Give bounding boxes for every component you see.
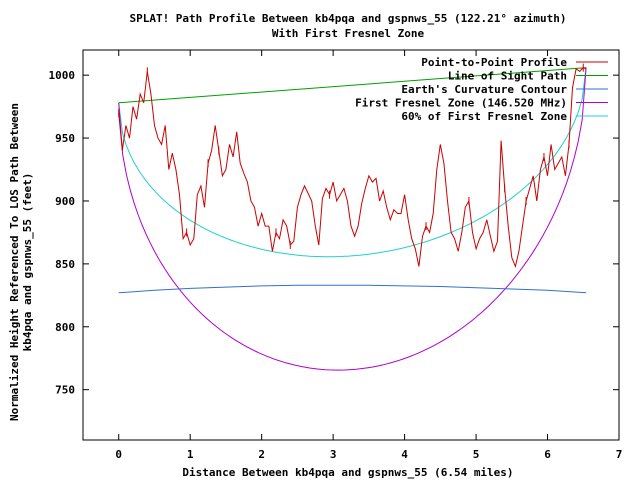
x-tick-label: 2 — [258, 448, 265, 461]
y-tick-label: 1000 — [49, 69, 76, 82]
x-axis-label: Distance Between kb4pqa and gspnws_55 (6… — [182, 466, 513, 479]
x-tick-label: 0 — [115, 448, 122, 461]
legend-label: 60% of First Fresnel Zone — [401, 110, 567, 123]
x-tick-label: 5 — [473, 448, 480, 461]
y-tick-label: 850 — [55, 258, 75, 271]
x-tick-label: 3 — [330, 448, 337, 461]
chart-title: SPLAT! Path Profile Between kb4pqa and g… — [129, 12, 566, 25]
legend-label: Line of Sight Path — [448, 70, 567, 83]
series-earth-s-curvature-contour-line — [118, 284, 587, 294]
legend-label: First Fresnel Zone (146.520 MHz) — [355, 97, 567, 110]
y-axis-label-line1: Normalized Height Referenced To LOS Path… — [8, 103, 21, 421]
series-60-of-first-fresnel-zone-line — [118, 67, 587, 258]
x-tick-label: 4 — [401, 448, 408, 461]
axis-ticks: 0 1 2 3 4 5 6 7 750 800 850 900 950 1000 — [49, 50, 623, 461]
legend-label: Earth's Curvature Contour — [401, 83, 567, 96]
x-tick-label: 7 — [616, 448, 623, 461]
y-tick-label: 950 — [55, 132, 75, 145]
y-tick-label: 800 — [55, 321, 75, 334]
legend-label: Point-to-Point Profile — [421, 56, 567, 69]
plot-frame — [82, 49, 620, 441]
series-line-of-sight-path-line — [118, 67, 587, 104]
series-first-fresnel-zone-146-520-mhz-line — [118, 67, 587, 371]
y-tick-label: 900 — [55, 195, 75, 208]
x-tick-label: 1 — [187, 448, 194, 461]
x-tick-label: 6 — [544, 448, 551, 461]
chart-subtitle: With First Fresnel Zone — [272, 27, 425, 40]
series-layer — [118, 63, 587, 371]
series-point-to-point-profile-line — [118, 66, 587, 269]
y-axis-label-line2: kb4pqa and gspnws_55 (feet) — [21, 173, 34, 352]
y-tick-label: 750 — [55, 384, 75, 397]
